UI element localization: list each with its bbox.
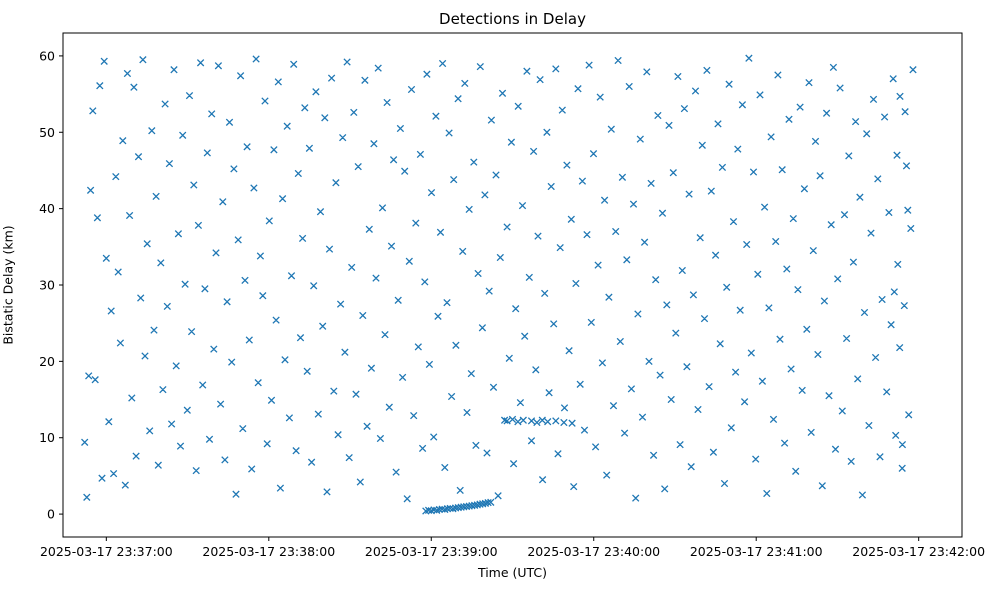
svg-text:30: 30 bbox=[39, 278, 55, 293]
svg-text:2025-03-17 23:38:00: 2025-03-17 23:38:00 bbox=[202, 544, 335, 559]
axes-spines bbox=[62, 32, 963, 538]
svg-text:0: 0 bbox=[47, 507, 55, 522]
svg-text:10: 10 bbox=[39, 430, 55, 445]
svg-text:40: 40 bbox=[39, 201, 55, 216]
y-axis-ticks: 0 10 20 30 40 50 60 bbox=[39, 48, 63, 522]
x-axis-ticks: 2025-03-17 23:37:00 2025-03-17 23:38:00 20… bbox=[40, 537, 985, 559]
svg-text:20: 20 bbox=[39, 354, 55, 369]
chart-title: Detections in Delay bbox=[439, 10, 586, 28]
y-axis-label: Bistatic Delay (km) bbox=[0, 225, 16, 345]
svg-text:2025-03-17 23:42:00: 2025-03-17 23:42:00 bbox=[852, 544, 985, 559]
scatter-points bbox=[81, 54, 917, 515]
svg-text:2025-03-17 23:37:00: 2025-03-17 23:37:00 bbox=[40, 544, 173, 559]
svg-text:60: 60 bbox=[39, 48, 55, 63]
x-axis-label: Time (UTC) bbox=[477, 565, 548, 580]
svg-text:50: 50 bbox=[39, 125, 55, 140]
svg-text:2025-03-17 23:39:00: 2025-03-17 23:39:00 bbox=[365, 544, 498, 559]
svg-text:2025-03-17 23:41:00: 2025-03-17 23:41:00 bbox=[690, 544, 823, 559]
svg-text:2025-03-17 23:40:00: 2025-03-17 23:40:00 bbox=[527, 544, 660, 559]
